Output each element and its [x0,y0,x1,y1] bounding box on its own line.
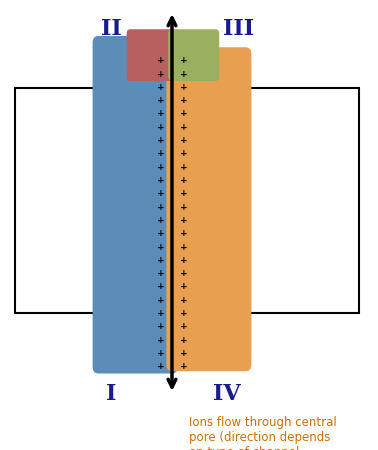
Text: +: + [180,83,187,92]
Text: +: + [180,256,187,265]
Text: +: + [180,296,187,305]
Text: +: + [157,336,164,345]
Text: +: + [180,322,187,331]
Text: +: + [157,176,164,185]
Text: +: + [180,123,187,132]
Text: +: + [180,202,187,211]
Text: +: + [180,56,187,65]
Text: +: + [157,136,164,145]
Text: +: + [157,229,164,238]
Text: +: + [180,362,187,371]
Text: Ions flow through central
pore (direction depends
on type of channel: Ions flow through central pore (directio… [189,416,337,450]
Text: +: + [157,269,164,278]
Text: +: + [180,163,187,172]
FancyBboxPatch shape [168,29,219,81]
Text: +: + [180,136,187,145]
Text: +: + [157,83,164,92]
Text: I: I [106,383,117,405]
Text: +: + [157,309,164,318]
Text: IV: IV [213,383,241,405]
Text: +: + [180,109,187,118]
Text: +: + [157,202,164,211]
Text: +: + [157,56,164,65]
Text: +: + [180,283,187,292]
Text: +: + [157,216,164,225]
FancyBboxPatch shape [166,47,251,371]
Text: +: + [180,189,187,198]
Text: +: + [157,163,164,172]
Text: +: + [180,243,187,252]
Text: +: + [180,309,187,318]
Text: +: + [157,123,164,132]
Text: +: + [157,243,164,252]
Text: +: + [157,96,164,105]
Text: +: + [157,283,164,292]
Text: +: + [180,70,187,79]
Text: +: + [180,349,187,358]
Text: +: + [180,149,187,158]
Bar [15,88,359,313]
Text: +: + [180,216,187,225]
Text: +: + [157,349,164,358]
Text: +: + [157,109,164,118]
Text: +: + [180,269,187,278]
FancyBboxPatch shape [127,29,178,81]
Text: +: + [157,296,164,305]
Text: +: + [157,189,164,198]
Text: II: II [101,18,122,40]
Text: +: + [180,229,187,238]
Text: +: + [157,362,164,371]
Text: +: + [180,96,187,105]
Text: +: + [157,70,164,79]
Text: III: III [223,18,254,40]
Text: +: + [157,256,164,265]
Text: +: + [180,176,187,185]
Text: +: + [157,149,164,158]
Text: +: + [180,336,187,345]
FancyBboxPatch shape [93,36,178,374]
Text: +: + [157,322,164,331]
